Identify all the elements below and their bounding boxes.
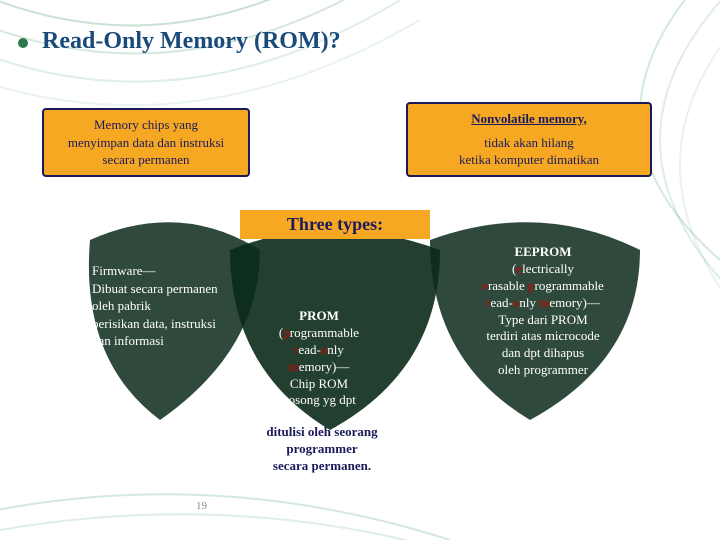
eeprom-l8: oleh programmer [458,362,628,379]
prom-l4: memory)— [254,359,384,376]
box-nonvolatile: Nonvolatile memory, tidak akan hilang ke… [406,102,652,177]
eeprom-l7: dan dpt dihapus [458,345,628,362]
eeprom-l4: read-only memory)— [458,295,628,312]
prom-tail-l2: programmer [232,441,412,458]
page-title: Read-Only Memory (ROM)? [42,28,341,55]
eeprom-l1: EEPROM [458,244,628,261]
firmware-block: Firmware— Dibuat secara permanen oleh pa… [92,262,272,350]
firmware-l5: dan informasi [92,332,272,350]
prom-l5: Chip ROM [254,376,384,393]
prom-tail-l1: ditulisi oleh seorang [232,424,412,441]
prom-tail-block: ditulisi oleh seorang programmer secara … [232,424,412,475]
box-left-line2: menyimpan data dan instruksi [54,134,238,152]
box-right-line1: tidak akan hilang [418,134,640,152]
eeprom-l3: erasable programmable [458,278,628,295]
box-right-line2: ketika komputer dimatikan [418,151,640,169]
box-left-line3: secara permanen [54,151,238,169]
box-memory-chips: Memory chips yang menyimpan data dan ins… [42,108,250,177]
eeprom-l2: (electrically [458,261,628,278]
prom-block: PROM (programmable read-only memory)— Ch… [254,308,384,409]
three-types-header: Three types: [240,210,430,239]
eeprom-l5: Type dari PROM [458,312,628,329]
prom-l3: read-only [254,342,384,359]
prom-tail-l3: secara permanen. [232,458,412,475]
firmware-l4: berisikan data, instruksi [92,315,272,333]
firmware-l3: oleh pabrik [92,297,272,315]
box-left-line1: Memory chips yang [54,116,238,134]
eeprom-l6: terdiri atas microcode [458,328,628,345]
title-bullet [18,38,28,48]
firmware-l1: Firmware— [92,262,272,280]
page-number: 19 [196,500,207,512]
prom-l1: PROM [254,308,384,325]
eeprom-block: EEPROM (electrically erasable programmab… [458,244,628,379]
nonvolatile-title: Nonvolatile memory, [418,110,640,128]
prom-l6: kosong yg dpt [254,392,384,409]
prom-l2: (programmable [254,325,384,342]
firmware-l2: Dibuat secara permanen [92,280,272,298]
